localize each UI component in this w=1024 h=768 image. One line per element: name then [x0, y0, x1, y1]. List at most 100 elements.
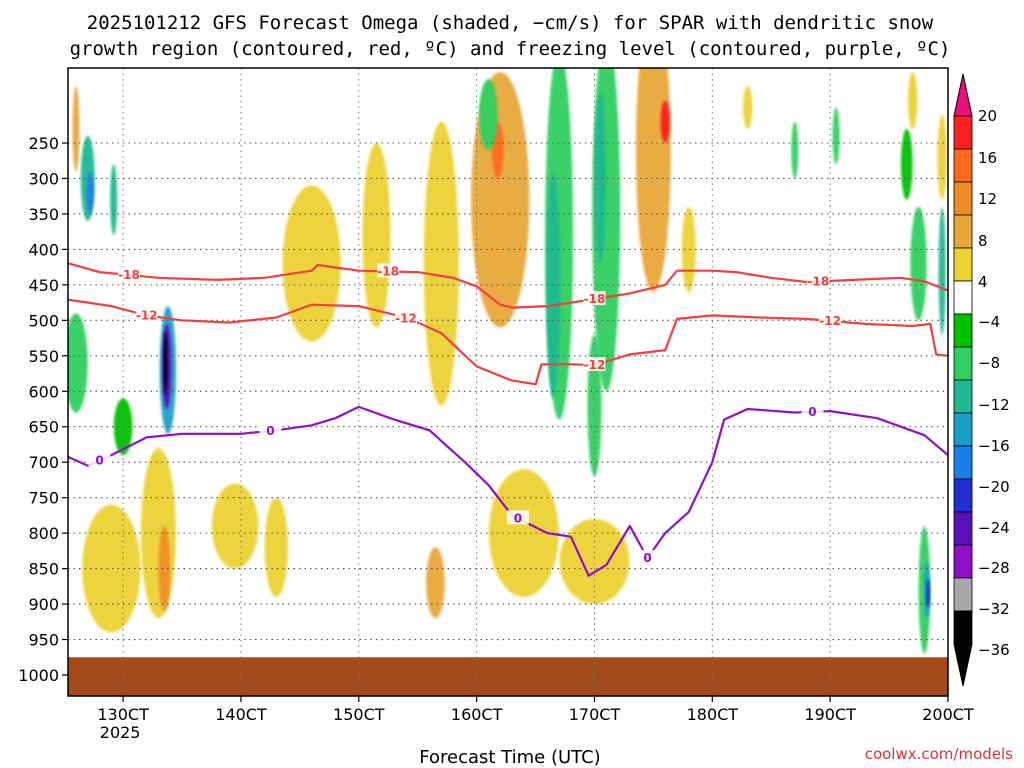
colorbar-label-8: −16	[978, 437, 1010, 455]
colorbar-label-13: −36	[978, 641, 1010, 659]
colorbar-label-9: −20	[978, 478, 1010, 496]
omega-blob-37	[925, 579, 930, 608]
colorbar-band-1	[953, 148, 973, 183]
contour-label-bg-1-3	[819, 312, 842, 327]
chart-title-line-2: growth region (contoured, red, ºC) and f…	[70, 38, 951, 60]
omega-blob-13	[362, 143, 391, 328]
contour-label-bg-2-3	[636, 549, 659, 564]
colorbar-label-0: 20	[978, 107, 997, 125]
omega-blob-14	[423, 121, 459, 406]
colorbar-label-2: 12	[978, 190, 997, 208]
contour-label--12-2: -12	[584, 358, 606, 372]
omega-blob-6	[163, 330, 168, 395]
chart-title-line-1: 2025101212 GFS Forecast Omega (shaded, −…	[87, 12, 934, 34]
colorbar-top-arrow	[953, 73, 973, 117]
omega-blob-28	[681, 206, 696, 292]
contour-0	[68, 405, 948, 577]
colorbar-label-10: −24	[978, 519, 1010, 537]
contour-label-bg-2-2	[506, 510, 529, 525]
contour-label-bg-0-1	[377, 263, 400, 278]
omega-blob-27	[660, 100, 670, 143]
colorbar-label-1: 16	[978, 149, 997, 167]
x-tick-label-160CT: 160CT	[451, 705, 503, 724]
omega-blob-9	[82, 504, 141, 633]
y-tick-label-650: 650	[28, 418, 59, 437]
contour-label-bg-2-0	[88, 452, 111, 467]
contour-label-0-4: 0	[808, 405, 816, 419]
omega-blob-31	[832, 107, 840, 165]
colorbar-label-12: −32	[978, 600, 1010, 618]
x-tick-label-140CT: 140CT	[215, 705, 267, 724]
y-tick-label-600: 600	[28, 382, 59, 401]
colorbar-band-5	[953, 280, 973, 315]
omega-blob-8	[158, 526, 171, 612]
omega-blob-12	[282, 185, 341, 342]
y-tick-label-350: 350	[28, 205, 59, 224]
y-tick-label-300: 300	[28, 169, 59, 188]
omega-blob-23	[479, 79, 498, 151]
contour-label-0-1: 0	[266, 424, 274, 438]
contour-lines: -18 -18 -18 -18 -12 -12 -12 -12 0 0 0 0 0	[68, 262, 948, 577]
y-tick-label-250: 250	[28, 134, 59, 153]
omega-blob-1	[86, 171, 94, 214]
x-axis-title: Forecast Time (UTC)	[419, 747, 600, 768]
contour-label--18-1: -18	[377, 264, 399, 278]
omega-blob-40	[211, 483, 259, 569]
contour-label--18-3: -18	[808, 274, 830, 288]
contour-label--12-0: -12	[136, 308, 158, 322]
omega-blob-24	[488, 469, 559, 597]
colorbar-band-7	[953, 346, 973, 381]
credit-link[interactable]: coolwx.com/models	[865, 745, 1013, 763]
colorbar: 20 16 12 8 4 −4 −8 −12 −16 −20 −24 −28 −32 −36	[953, 73, 1010, 687]
y-tick-label-400: 400	[28, 240, 59, 259]
colorbar-band-0	[953, 115, 973, 150]
contour-label-bg-0-3	[807, 273, 830, 288]
omega-blob-2	[110, 164, 118, 236]
colorbar-band-2	[953, 181, 973, 216]
colorbar-label-7: −12	[978, 396, 1010, 414]
colorbar-bottom-arrow	[953, 643, 973, 687]
contour-label-bg-0-0	[118, 266, 141, 281]
contour-label-bg-2-4	[801, 403, 824, 418]
omega-shading	[68, 68, 947, 654]
grid-lines	[68, 68, 948, 696]
y-tick-label-550: 550	[28, 347, 59, 366]
colorbar-label-3: 8	[978, 232, 988, 250]
omega-blob-15	[426, 547, 445, 619]
contour--18	[68, 262, 948, 309]
x-tick-label-130CT: 130CT	[97, 705, 149, 724]
y-tick-label-950: 950	[28, 631, 59, 650]
contour-label-bg-2-1	[259, 422, 282, 437]
contour-label--12-3: -12	[819, 314, 841, 328]
y-tick-label-700: 700	[28, 453, 59, 472]
ground-surface	[68, 657, 948, 696]
x-tick-label-170CT: 170CT	[569, 705, 621, 724]
colorbar-band-9	[953, 412, 973, 447]
x-tick-label-150CT: 150CT	[333, 705, 385, 724]
omega-blob-39	[907, 72, 918, 129]
contour-label-bg-1-1	[394, 310, 417, 325]
y-tick-label-850: 850	[28, 560, 59, 579]
omega-blob-3	[72, 86, 80, 172]
x-tick-label-180CT: 180CT	[687, 705, 739, 724]
colorbar-label-11: −28	[978, 559, 1010, 577]
contour-label--18-2: -18	[584, 292, 606, 306]
colorbar-band-10	[953, 445, 973, 480]
contour-label-0-3: 0	[643, 551, 651, 565]
colorbar-band-4	[953, 247, 973, 282]
y-tick-label-500: 500	[28, 311, 59, 330]
contour-label-bg-1-2	[583, 357, 606, 372]
ground-band	[68, 657, 948, 696]
omega-blob-30	[791, 121, 799, 179]
plot-frame	[67, 67, 949, 697]
x-tick-label-200CT: 200CT	[922, 705, 974, 724]
omega-blob-34	[938, 206, 946, 335]
contour-label-bg-0-2	[583, 291, 606, 306]
colorbar-band-15	[953, 610, 973, 645]
colorbar-band-14	[953, 577, 973, 612]
contour-label-0-2: 0	[514, 511, 522, 525]
omega-blob-29	[743, 86, 753, 129]
y-axis: 250 300 350 400 450 500 550 600 650 700 750 800 850 9…	[18, 134, 68, 685]
